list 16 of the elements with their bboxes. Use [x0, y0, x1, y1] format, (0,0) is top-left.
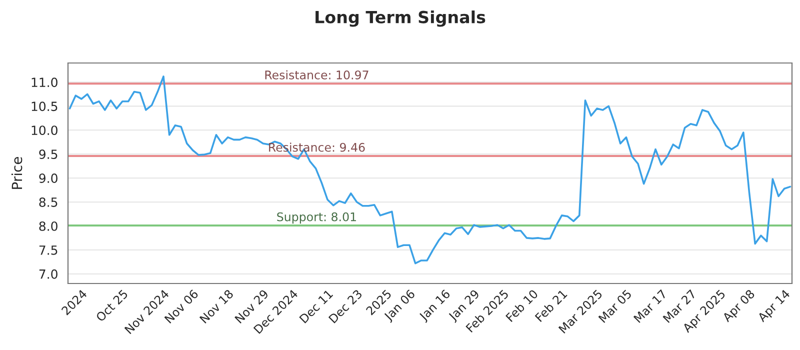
y-tick-label: 10.0 [32, 126, 58, 136]
x-tick-label: Oct 25 [95, 289, 128, 322]
y-tick-label: 8.0 [39, 221, 58, 231]
y-tick-label: 11.0 [32, 78, 58, 88]
ref-line-label: Resistance: 10.97 [265, 70, 368, 80]
ref-line-label: Support: 8.01 [277, 212, 356, 224]
y-tick-label: 7.0 [39, 269, 58, 279]
y-axis-title: Price [11, 157, 22, 189]
x-tick-label: Nov 18 [199, 289, 234, 324]
chart-title: Long Term Signals [316, 10, 486, 27]
y-tick-label: 10.5 [32, 102, 58, 112]
x-tick-label: Apr 14 [756, 289, 792, 324]
y-tick-label: 7.5 [39, 246, 58, 255]
y-tick-label: 8.5 [39, 197, 58, 207]
y-tick-label: 9.0 [39, 174, 58, 183]
y-tick-label: 9.5 [39, 150, 58, 160]
